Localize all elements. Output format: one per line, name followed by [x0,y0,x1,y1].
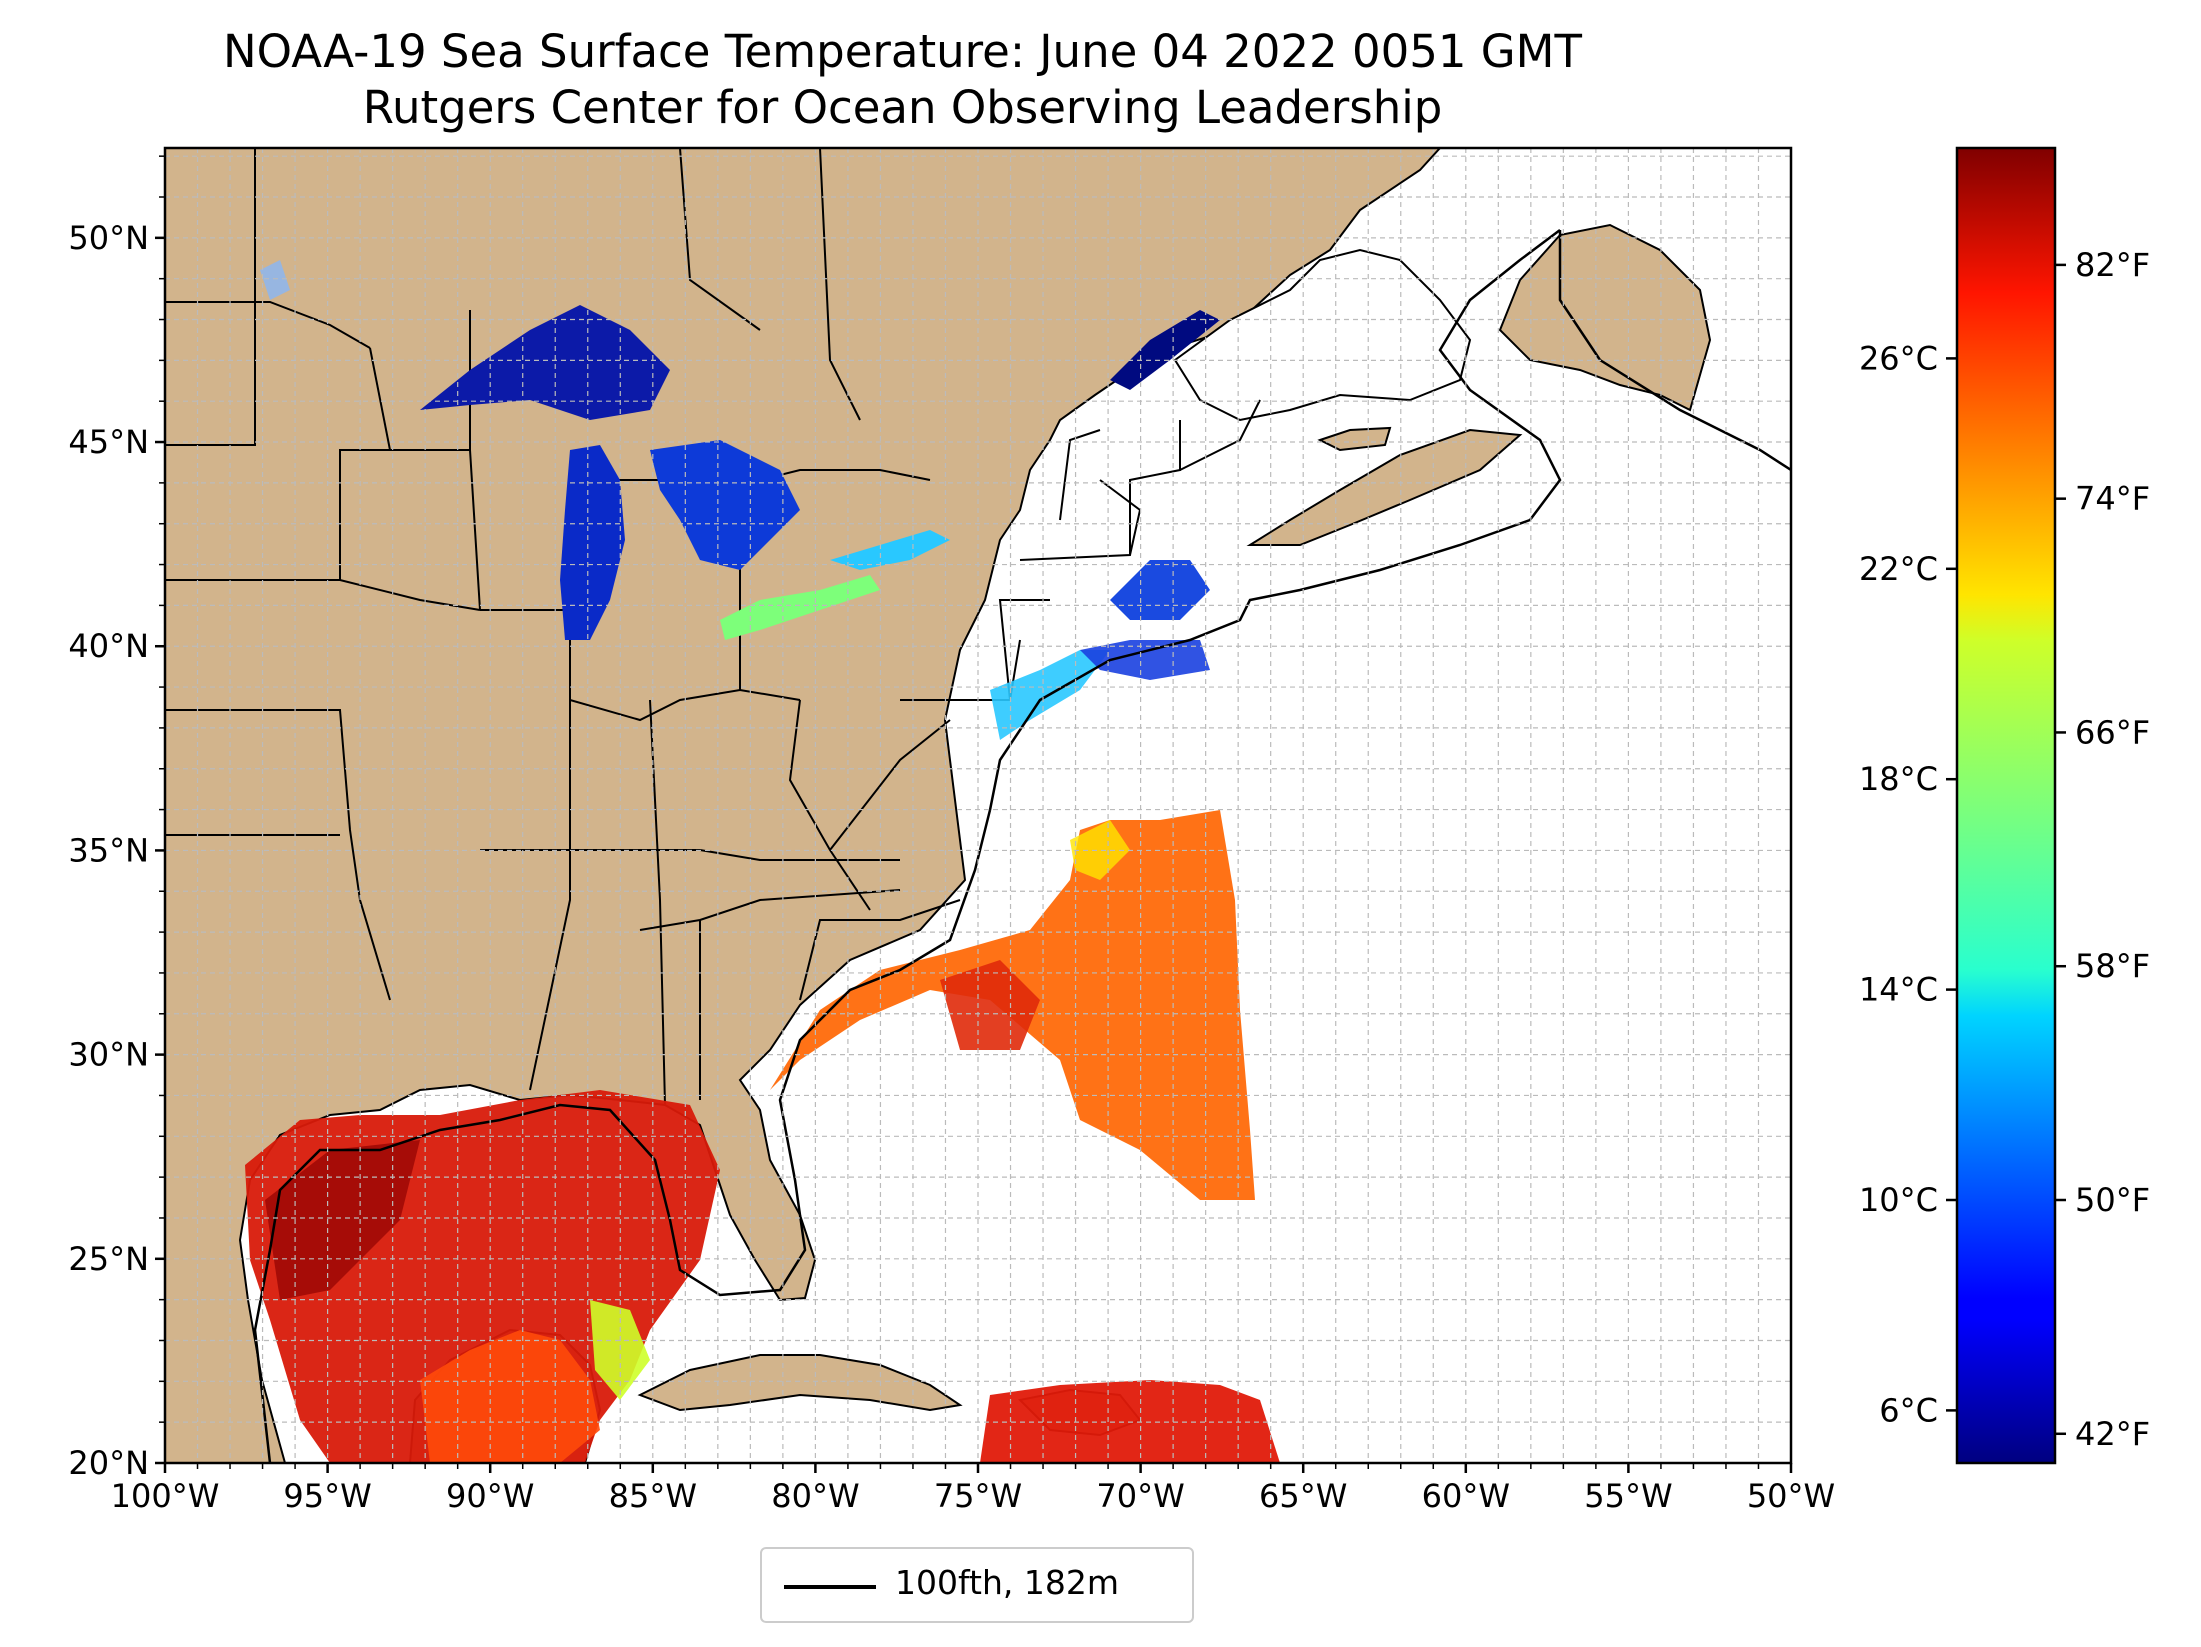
lake-ontario [830,530,950,570]
st-lawrence-estuary [1110,310,1220,390]
lat-tick-label: 20°N [68,1444,149,1482]
lon-tick-label: 60°W [1422,1477,1510,1515]
fahrenheit-tick-label: 58°F [2075,947,2150,985]
celsius-tick-label: 22°C [1859,550,1938,588]
lake-erie [720,575,880,640]
colorbar-celsius-ticks: 6°C 10°C 14°C 18°C 22°C 26°C [1859,339,1957,1429]
state-borders [165,148,1261,1106]
celsius-tick-label: 18°C [1859,760,1938,798]
fahrenheit-tick-label: 50°F [2075,1181,2150,1219]
lon-tick-label: 55°W [1584,1477,1672,1515]
fahrenheit-tick-label: 66°F [2075,713,2150,751]
lat-tick-label: 40°N [68,627,149,665]
celsius-tick-label: 6°C [1879,1391,1938,1429]
isobath-100fth-north [988,229,1562,811]
pei-land [1317,426,1392,452]
map-legend: 100fth, 182m [760,1547,1194,1623]
fahrenheit-tick-label: 74°F [2075,480,2150,518]
sst-gulf-warm-core [265,1140,420,1300]
lat-tick-label: 35°N [68,831,149,869]
lake-huron [650,440,800,570]
celsius-tick-label: 10°C [1859,1181,1938,1219]
lake-michigan [560,445,625,640]
lat-tick-label: 45°N [68,423,149,461]
gulf-st-lawrence-water [1173,248,1472,422]
latitude-axis: 20°N 25°N 30°N 35°N 40°N 45°N 50°N [68,155,165,1482]
celsius-tick-label: 26°C [1859,339,1938,377]
gridlines [165,148,1791,1463]
isobath-100fth-flemish [1558,230,1791,472]
lat-tick-label: 25°N [68,1240,149,1278]
longitude-axis: 100°W 95°W 90°W 85°W 80°W 75°W 70°W 65°W 60°W 55°… [111,1463,1835,1515]
lon-tick-label: 75°W [934,1477,1022,1515]
north-america-land [165,148,1442,1463]
isobath-100fth [253,809,992,1463]
lat-tick-label: 50°N [68,219,149,257]
cuba-land [637,1354,963,1412]
map-title-line-1: NOAA-19 Sea Surface Temperature: June 04… [222,25,1582,78]
celsius-tick-label: 14°C [1859,971,1938,1009]
isobath-legend-label: 100fth, 182m [895,1563,1119,1602]
fahrenheit-tick-label: 82°F [2075,246,2150,284]
lon-tick-label: 85°W [609,1477,697,1515]
sst-shelf-warm-strip [1070,820,1130,880]
map-panel [165,148,1791,1463]
upper-lake [260,260,290,300]
sst-new-england-shelf [1080,640,1210,680]
lon-tick-label: 80°W [771,1477,859,1515]
lon-tick-label: 90°W [446,1477,534,1515]
map-title-line-2: Rutgers Center for Ocean Observing Leade… [362,81,1443,134]
lon-tick-label: 50°W [1747,1477,1835,1515]
colorbar-fahrenheit-ticks: 42°F 50°F 58°F 66°F 74°F 82°F [2055,246,2150,1453]
fahrenheit-tick-label: 42°F [2075,1415,2150,1453]
lon-tick-label: 65°W [1259,1477,1347,1515]
lon-tick-label: 95°W [283,1477,371,1515]
nova-scotia-land [1246,428,1523,546]
lat-tick-label: 30°N [68,1036,149,1074]
sst-caribbean [980,1380,1280,1463]
sst-sargasso-warm [940,960,1040,1050]
lon-tick-label: 100°W [111,1477,220,1515]
isobath-legend-line [784,1585,876,1589]
colorbar-gradient [1955,146,2057,1465]
lake-superior [420,305,670,420]
colorbar: 6°C 10°C 14°C 18°C 22°C 26°C 42°F 50°F 58°F 66°F… [1859,146,2150,1465]
lon-tick-label: 70°W [1096,1477,1184,1515]
